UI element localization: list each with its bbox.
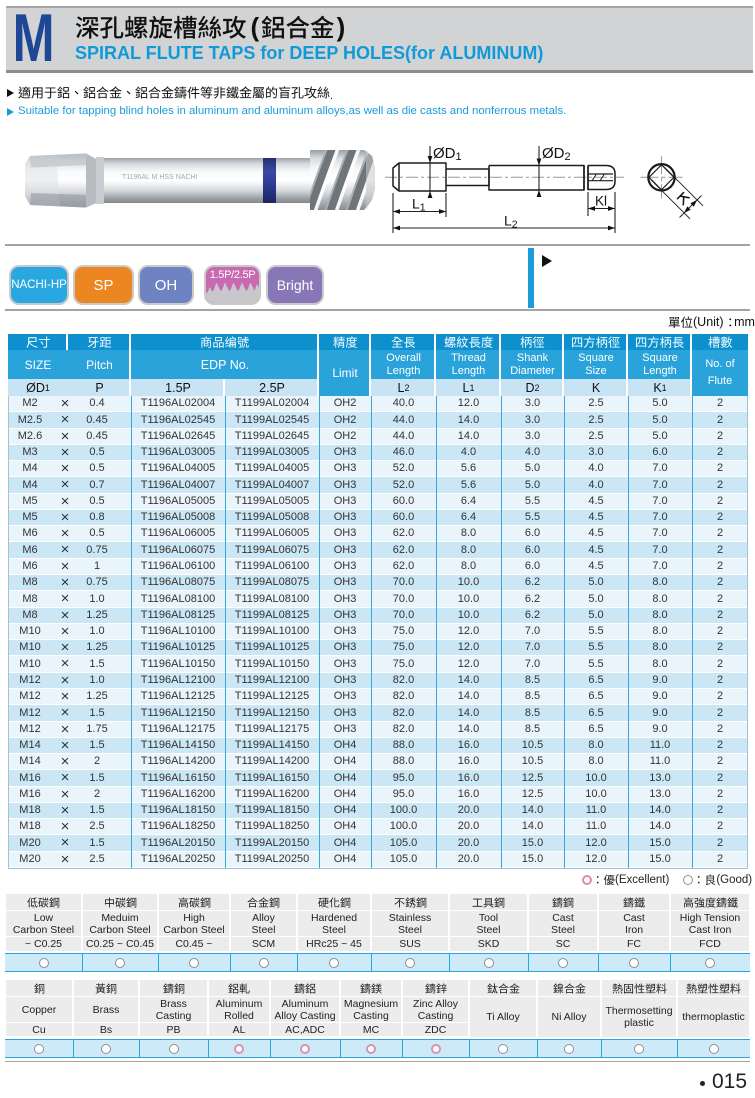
svg-text:T1196AL M HSS NACHI: T1196AL M HSS NACHI bbox=[122, 174, 198, 181]
svg-text:M: M bbox=[13, 12, 55, 63]
svg-text:L2: L2 bbox=[504, 213, 518, 231]
svg-text:Kl: Kl bbox=[595, 194, 607, 209]
svg-text:ØD2: ØD2 bbox=[542, 145, 571, 163]
svg-text:ØD1: ØD1 bbox=[433, 145, 462, 163]
svg-text:L1: L1 bbox=[412, 196, 426, 214]
